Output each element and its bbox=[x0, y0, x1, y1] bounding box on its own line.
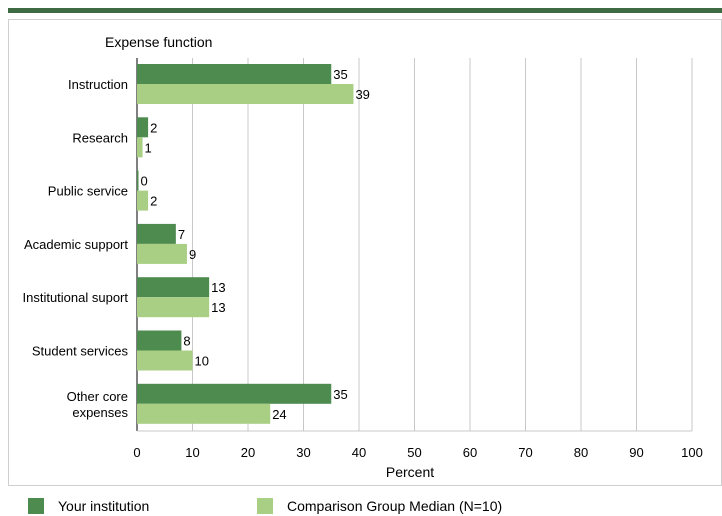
data-label-1-series-0: 2 bbox=[150, 120, 157, 135]
legend-label-your-institution: Your institution bbox=[58, 498, 150, 514]
x-tick-label-50: 50 bbox=[407, 445, 421, 460]
category-label-5: Student services bbox=[32, 344, 129, 359]
data-label-5-series-1: 10 bbox=[195, 354, 209, 369]
x-tick-label-90: 90 bbox=[629, 445, 643, 460]
legend-label-comparison-median: Comparison Group Median (N=10) bbox=[287, 498, 503, 514]
category-label-6-line-1: expenses bbox=[72, 405, 128, 420]
bar-5-series-0 bbox=[137, 330, 182, 351]
data-label-4-series-1: 13 bbox=[211, 300, 225, 315]
x-tick-label-100: 100 bbox=[681, 445, 703, 460]
bar-0-series-1 bbox=[137, 84, 354, 104]
top-rule bbox=[8, 8, 722, 13]
x-tick-label-0: 0 bbox=[133, 445, 140, 460]
bar-4-series-1 bbox=[137, 297, 210, 318]
legend-item-comparison-median: Comparison Group Median (N=10) bbox=[257, 496, 502, 516]
bar-4-series-0 bbox=[137, 277, 210, 298]
data-label-2-series-1: 2 bbox=[150, 194, 157, 209]
chart-frame bbox=[8, 19, 722, 486]
x-tick-label-80: 80 bbox=[574, 445, 588, 460]
data-label-2-series-0: 0 bbox=[141, 174, 148, 189]
bar-6-series-1 bbox=[137, 403, 271, 424]
legend-swatch-comparison-median bbox=[257, 498, 273, 514]
x-tick-label-40: 40 bbox=[352, 445, 366, 460]
data-label-0-series-1: 39 bbox=[355, 87, 369, 102]
data-label-3-series-1: 9 bbox=[189, 247, 196, 262]
data-label-6-series-0: 35 bbox=[333, 387, 347, 402]
category-labels: Instruction Research Public service Academi… bbox=[22, 77, 128, 420]
bar-3-series-0 bbox=[137, 223, 176, 244]
x-tick-label-30: 30 bbox=[296, 445, 310, 460]
data-label-1-series-1: 1 bbox=[145, 140, 152, 155]
category-label-3: Academic support bbox=[24, 237, 128, 252]
data-label-3-series-0: 7 bbox=[178, 227, 185, 242]
category-label-6-line-0: Other core bbox=[67, 389, 128, 404]
data-label-4-series-0: 13 bbox=[211, 280, 225, 295]
bar-2-series-1 bbox=[137, 190, 149, 211]
grid-lines bbox=[136, 58, 693, 432]
x-tick-label-70: 70 bbox=[518, 445, 532, 460]
data-label-6-series-1: 24 bbox=[272, 407, 286, 422]
data-label-5-series-0: 8 bbox=[183, 334, 190, 349]
bar-1-series-1 bbox=[137, 137, 143, 158]
bar-1-series-0 bbox=[137, 117, 149, 138]
x-tick-label-10: 10 bbox=[185, 445, 199, 460]
bar-2-series-0 bbox=[137, 170, 139, 191]
x-axis-label: Percent bbox=[386, 464, 434, 480]
category-label-1: Research bbox=[72, 130, 128, 145]
data-label-0-series-0: 35 bbox=[333, 67, 347, 82]
bar-5-series-1 bbox=[137, 350, 193, 371]
legend-item-your-institution: Your institution bbox=[28, 496, 149, 516]
chart-title: Expense function bbox=[105, 34, 212, 50]
x-tick-label-20: 20 bbox=[241, 445, 255, 460]
legend: Your institution Comparison Group Median… bbox=[0, 490, 722, 516]
category-label-4: Institutional suport bbox=[22, 290, 128, 305]
category-label-2: Public service bbox=[48, 184, 128, 199]
x-tick-label-60: 60 bbox=[463, 445, 477, 460]
bar-0-series-0 bbox=[137, 64, 332, 84]
legend-swatch-your-institution bbox=[28, 498, 44, 514]
bar-6-series-0 bbox=[137, 383, 332, 404]
category-label-0: Instruction bbox=[68, 77, 128, 92]
x-tick-labels: 0 10 20 30 40 50 60 70 80 90 100 bbox=[133, 445, 702, 460]
bar-3-series-1 bbox=[137, 243, 187, 264]
